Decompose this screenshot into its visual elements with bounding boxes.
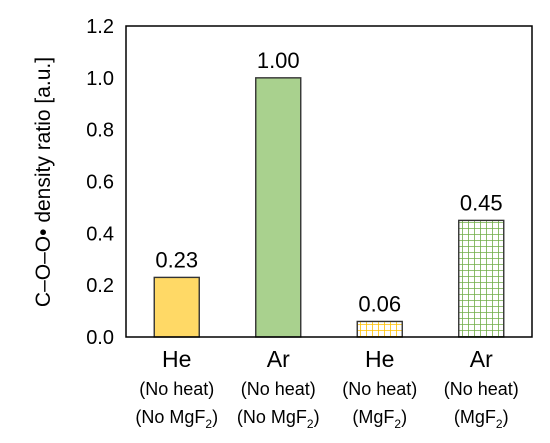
bar-group [153, 77, 505, 338]
category-heat-label: (No heat) [444, 379, 519, 399]
data-label: 0.06 [358, 291, 401, 316]
category-window-label: (No MgF2) [135, 407, 218, 431]
y-tick-label: 0.0 [86, 327, 114, 349]
category-window-label: (MgF2) [352, 407, 407, 431]
category-heat-label: (No heat) [139, 379, 214, 399]
category-gas-label: He [162, 346, 191, 372]
y-tick-label: 0.2 [86, 275, 114, 297]
y-tick-label: 0.8 [86, 120, 114, 142]
category-heat-label: (No heat) [342, 379, 417, 399]
category-window-label: (MgF2) [454, 407, 509, 431]
bar [255, 77, 302, 338]
bar [356, 320, 403, 338]
data-label: 0.45 [460, 190, 503, 215]
data-label-group: 0.23 1.00 0.06 0.45 [155, 48, 502, 317]
plot-area-frame [125, 25, 533, 338]
y-tick-label: 0.6 [86, 172, 114, 194]
data-label: 1.00 [257, 48, 300, 73]
bar [153, 276, 200, 338]
y-tick-labels: 0.0 0.2 0.4 0.6 0.8 1.0 1.2 [86, 16, 114, 349]
category-heat-label: (No heat) [241, 379, 316, 399]
data-label: 0.23 [155, 247, 198, 272]
bar [458, 219, 505, 338]
category-label-group: He (No heat) (No MgF2) Ar (No heat) (No MgF2)… [135, 346, 518, 431]
y-tick-label: 1.2 [86, 16, 114, 38]
category-window-label: (No MgF2) [237, 407, 320, 431]
category-gas-label: Ar [470, 346, 493, 372]
category-gas-label: Ar [267, 346, 290, 372]
y-tick-label: 0.4 [86, 223, 114, 245]
y-tick-label: 1.0 [86, 68, 114, 90]
category-gas-label: He [365, 346, 394, 372]
y-axis-label: C–O–O• density ratio [a.u.] [32, 57, 55, 307]
